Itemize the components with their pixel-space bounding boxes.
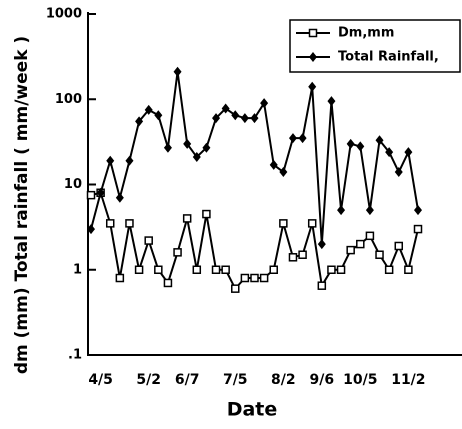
marker	[134, 265, 144, 274]
marker	[385, 147, 394, 158]
x-tick-label: 7/5	[223, 372, 248, 388]
marker	[221, 265, 230, 274]
marker	[394, 241, 404, 251]
legend-label: Dm,mm	[338, 26, 394, 41]
marker	[307, 219, 317, 228]
x-axis-title: Date	[227, 399, 278, 421]
marker	[365, 205, 374, 216]
marker	[279, 219, 288, 228]
marker	[365, 231, 375, 241]
marker	[135, 116, 144, 127]
x-tick-label: 8/2	[271, 372, 296, 388]
y-tick-label: .1	[68, 348, 82, 363]
y-tick-label: 10	[64, 177, 82, 192]
marker	[269, 159, 278, 170]
marker	[231, 110, 240, 121]
x-tick-label: 5/2	[136, 372, 161, 388]
marker	[144, 104, 153, 115]
y-axis-title: dm (mm) Total rainfall ( mm/week )	[12, 36, 32, 374]
legend-label: Total Rainfall,	[338, 50, 439, 65]
marker	[144, 236, 153, 245]
marker	[154, 110, 163, 121]
marker	[356, 239, 365, 249]
marker	[298, 250, 307, 259]
marker	[106, 155, 115, 166]
marker	[86, 190, 96, 200]
marker	[115, 192, 124, 203]
marker	[298, 133, 307, 144]
marker	[288, 253, 298, 262]
marker	[394, 167, 403, 178]
marker	[105, 219, 115, 228]
x-tick-label: 11/2	[391, 372, 425, 388]
marker	[375, 250, 384, 259]
marker	[375, 135, 384, 146]
marker	[250, 113, 259, 124]
y-tick-label: 1	[73, 262, 82, 277]
marker	[221, 103, 230, 114]
marker	[288, 133, 297, 144]
marker	[404, 265, 413, 274]
marker	[269, 265, 278, 274]
marker	[154, 265, 163, 274]
marker	[240, 273, 250, 283]
marker	[308, 28, 318, 38]
marker	[336, 265, 346, 274]
marker	[87, 224, 95, 235]
marker	[183, 138, 192, 149]
marker	[413, 224, 423, 234]
legend-box	[289, 19, 461, 73]
marker	[163, 142, 172, 153]
marker	[279, 167, 288, 178]
marker	[192, 265, 202, 274]
marker	[317, 281, 327, 290]
series-line	[90, 71, 419, 245]
marker	[346, 138, 355, 149]
marker	[96, 187, 105, 198]
marker	[250, 273, 259, 283]
marker	[192, 152, 201, 163]
marker	[346, 245, 355, 255]
marker	[231, 284, 240, 293]
marker	[240, 113, 249, 124]
marker	[211, 265, 221, 274]
x-tick-label: 4/5	[88, 372, 113, 388]
marker	[173, 66, 182, 77]
x-tick-label: 10/5	[343, 372, 377, 388]
marker	[125, 219, 134, 228]
marker	[337, 205, 346, 216]
marker	[260, 98, 269, 109]
marker	[163, 278, 173, 288]
marker	[356, 141, 365, 152]
marker	[309, 52, 317, 62]
marker	[327, 265, 336, 274]
marker	[414, 205, 422, 216]
y-tick-label: 100	[55, 92, 82, 107]
y-tick-label: 1000	[46, 7, 82, 22]
marker	[173, 248, 182, 257]
marker	[317, 239, 326, 250]
marker	[115, 273, 125, 283]
marker	[384, 265, 394, 274]
marker	[327, 96, 336, 107]
marker	[202, 142, 211, 153]
x-tick-label: 9/6	[310, 372, 335, 388]
marker	[404, 147, 413, 158]
marker	[182, 214, 192, 223]
marker	[259, 273, 269, 283]
marker	[125, 155, 134, 166]
x-tick-label: 6/7	[175, 372, 200, 388]
marker	[212, 113, 221, 124]
marker	[202, 209, 211, 219]
marker	[308, 81, 317, 92]
